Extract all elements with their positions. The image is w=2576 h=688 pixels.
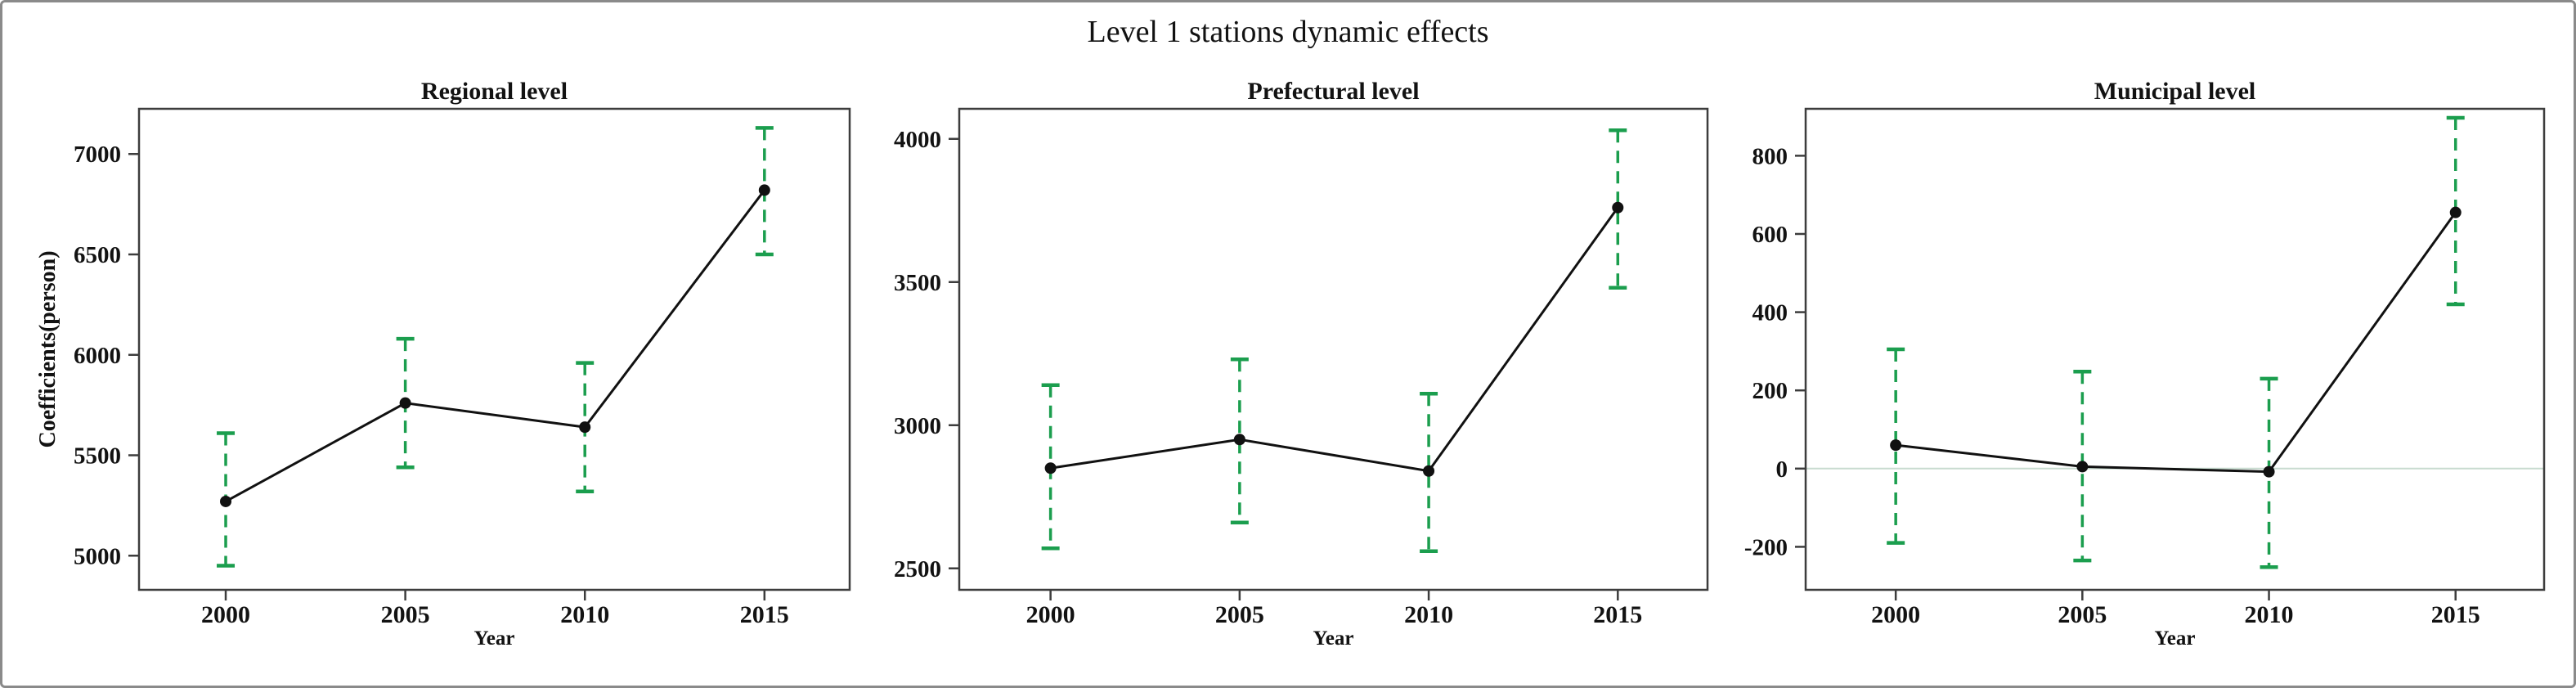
x-tick-label: 2000 [1871,601,1920,628]
x-tick-label: 2005 [2058,601,2107,628]
data-point [579,421,591,434]
data-point [1423,465,1435,477]
y-tick-label: 600 [1752,222,1788,248]
x-tick-label: 2015 [1593,601,1642,628]
x-axis-label-regional: Year [473,627,515,650]
data-point [1612,201,1624,214]
panel-title-municipal: Municipal level [2094,78,2256,105]
x-axis-label-municipal: Year [2154,627,2196,650]
x-tick-label: 2010 [1404,601,1453,628]
panel-regional: Regional level Coefficients(person) 5000… [2,40,861,686]
x-tick-label: 2000 [201,601,250,628]
data-point [1044,462,1057,474]
x-tick-label: 2005 [1215,601,1264,628]
y-tick-label: 7000 [74,142,121,168]
plot-border [1804,107,2546,591]
data-point [1890,439,1902,452]
panel-title-regional: Regional level [420,78,568,105]
y-tick-label: 0 [1776,456,1788,483]
panel-municipal: Municipal level -200 0 200 400 600 800 2000 200… [1720,40,2574,686]
y-tick-label: 4000 [894,127,941,153]
data-point [220,495,232,507]
x-tick-label: 2015 [2431,601,2480,628]
plot-border [137,107,851,591]
x-axis-label-prefectural: Year [1313,627,1354,650]
series-line [1895,211,2457,474]
y-tick-label: 3500 [894,270,941,296]
series-line [1050,206,1619,473]
data-point [1233,434,1245,446]
panels-row: Regional level Coefficients(person) 5000… [2,40,2574,686]
x-tick-label: 2010 [560,601,609,628]
y-tick-label: 6500 [74,242,121,268]
y-tick-label: 400 [1752,300,1788,326]
panel-title-prefectural: Prefectural level [1247,78,1420,105]
plot-border [958,107,1709,591]
y-tick-label: -200 [1744,534,1788,560]
figure-title: Level 1 stations dynamic effects [1087,15,1489,49]
data-point [399,397,411,409]
y-tick-label: 5000 [74,543,121,569]
data-point [2076,461,2089,473]
data-point [2263,465,2275,478]
y-tick-label: 800 [1752,143,1788,169]
y-tick-label: 5500 [74,443,121,470]
regional-plot: 5000 5500 6000 6500 7000 2000 2005 2010 2015 [74,107,851,628]
y-tick-label: 6000 [74,343,121,369]
prefectural-plot: 2500 3000 3500 4000 2000 2005 2010 2015 [894,107,1709,628]
y-tick-label: 3000 [894,413,941,439]
series-line [225,189,766,503]
y-tick-label: 2500 [894,556,941,582]
panel-prefectural: Prefectural level 2500 3000 3500 4000 2000 20… [861,40,1720,686]
y-tick-label: 200 [1752,378,1788,404]
x-tick-label: 2010 [2245,601,2294,628]
data-point [758,184,770,196]
x-tick-label: 2005 [381,601,430,628]
data-point [2449,206,2462,218]
x-tick-label: 2015 [740,601,789,628]
municipal-plot: -200 0 200 400 600 800 2000 2005 2010 2015 [1744,107,2546,628]
x-tick-label: 2000 [1026,601,1075,628]
